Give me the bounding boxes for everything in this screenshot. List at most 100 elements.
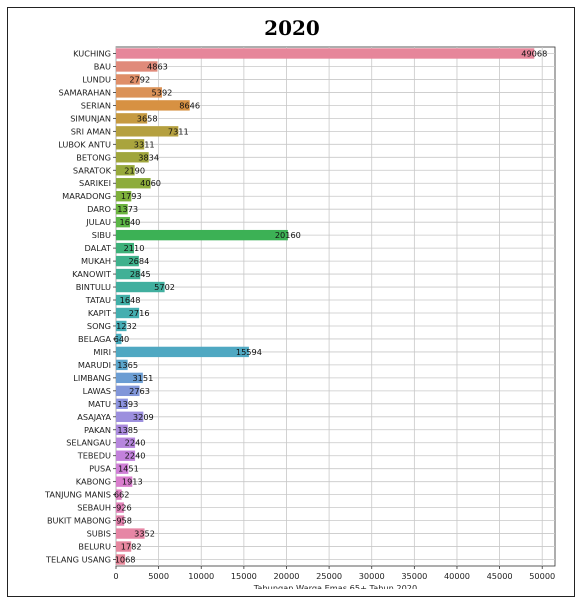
bar-serian — [116, 100, 190, 111]
y-tick-label: MARUDI — [78, 360, 111, 370]
y-tick-label: JULAU — [85, 217, 111, 227]
bar-kapit — [116, 307, 140, 319]
bar-value-label: 3352 — [134, 529, 155, 539]
bar-value-label: 1793 — [121, 191, 142, 201]
bar-tanjung-manis — [116, 489, 122, 500]
y-tick-label: SRI AMAN — [71, 126, 111, 136]
y-tick-label: SARIKEI — [79, 178, 111, 188]
y-tick-label: LAWAS — [83, 386, 111, 396]
bar-mukah — [116, 255, 139, 267]
bar-value-label: 2792 — [129, 74, 150, 84]
bar-sri-aman — [116, 126, 179, 137]
y-tick-label: ASAJAYA — [77, 412, 111, 422]
bar-belaga — [116, 333, 122, 345]
y-tick-label: DALAT — [85, 243, 112, 253]
bar-value-label: 1913 — [122, 477, 143, 487]
bar-value-label: 662 — [114, 490, 130, 500]
bar-value-label: 3311 — [134, 139, 155, 149]
bar-value-label: 1232 — [116, 321, 137, 331]
bar-value-label: 4060 — [140, 178, 161, 188]
y-tick-label: MUKAH — [81, 256, 111, 266]
bar-value-label: 5702 — [154, 282, 175, 292]
bar-simunjan — [116, 113, 148, 124]
y-tick-label: SUBIS — [87, 529, 111, 539]
x-tick-label: 0 — [113, 571, 118, 581]
y-tick-label: KUCHING — [73, 48, 111, 58]
x-tick-label: 35000 — [401, 571, 427, 581]
bar-maradong — [116, 191, 132, 202]
x-tick-label: 30000 — [359, 571, 385, 581]
bar-miri — [116, 346, 249, 358]
bar-value-label: 958 — [116, 516, 132, 526]
bar-value-label: 1393 — [117, 399, 138, 409]
bar-value-label: 2763 — [129, 386, 150, 396]
y-tick-label: SIBU — [92, 230, 111, 240]
x-tick-label: 25000 — [316, 571, 342, 581]
bar-value-label: 640 — [114, 334, 130, 344]
bar-value-label: 1451 — [118, 464, 139, 474]
bar-bukit-mabong — [116, 515, 125, 526]
x-axis-title: Tabungan Warga Emas 65+ Tahun 2020 — [253, 583, 417, 589]
bar-value-label: 15594 — [236, 347, 262, 357]
y-tick-label: SIMUNJAN — [70, 113, 111, 123]
y-tick-label: KABONG — [76, 477, 111, 487]
x-tick-label: 45000 — [487, 571, 513, 581]
y-tick-label: TELANG USANG — [45, 555, 111, 565]
bar-value-label: 7311 — [168, 126, 189, 136]
bar-value-label: 3658 — [137, 113, 158, 123]
bar-value-label: 2240 — [125, 451, 146, 461]
bar-value-label: 1782 — [121, 542, 142, 552]
bar-telang-usang — [116, 554, 126, 565]
bar-samarahan — [116, 87, 162, 98]
x-tick-label: 20000 — [273, 571, 299, 581]
bar-value-label: 2684 — [128, 256, 149, 266]
y-tick-label: MATU — [88, 399, 111, 409]
bar-value-label: 1385 — [117, 425, 138, 435]
y-tick-label: SELANGAU — [66, 438, 111, 448]
bar-tebedu — [116, 450, 136, 461]
bar-value-label: 1640 — [120, 217, 141, 227]
y-tick-label: SEBAUH — [77, 503, 111, 513]
bar-value-label: 3834 — [138, 152, 159, 162]
bar-value-label: 1068 — [115, 555, 136, 565]
bar-value-label: 2716 — [129, 308, 150, 318]
bar-tatau — [116, 294, 131, 306]
x-tick-label: 50000 — [529, 571, 555, 581]
bar-julau — [116, 216, 130, 228]
y-tick-label: TATAU — [85, 295, 111, 305]
x-tick-label: 5000 — [148, 571, 169, 581]
bar-value-label: 2240 — [125, 438, 146, 448]
bar-daro — [116, 203, 128, 215]
chart-title: 2020 — [264, 16, 320, 40]
y-tick-label: DARO — [87, 204, 111, 214]
bar-pakan — [116, 424, 128, 435]
bar-beluru — [116, 541, 132, 552]
bar-bintulu — [116, 281, 165, 293]
bar-kuching — [116, 48, 535, 59]
x-tick-label: 15000 — [231, 571, 257, 581]
bar-value-label: 3151 — [132, 373, 153, 383]
bar-subis — [116, 528, 145, 539]
bar-value-label: 3209 — [133, 412, 154, 422]
bar-pusa — [116, 463, 129, 474]
bar-matu — [116, 398, 128, 410]
bar-lawas — [116, 385, 140, 397]
bar-value-label: 1373 — [117, 204, 138, 214]
y-tick-label: TEBEDU — [77, 451, 111, 461]
bar-lundu — [116, 74, 140, 85]
y-tick-label: SAMARAHAN — [59, 87, 111, 97]
bar-saratok — [116, 165, 135, 176]
y-tick-label: PAKAN — [84, 425, 111, 435]
x-tick-label: 40000 — [444, 571, 470, 581]
y-tick-label: BETONG — [76, 152, 111, 162]
bar-betong — [116, 152, 149, 163]
y-tick-label: TANJUNG MANIS — [44, 490, 111, 500]
bar-value-label: 1365 — [117, 360, 138, 370]
y-tick-label: SERIAN — [81, 100, 111, 110]
y-tick-label: LUBOK ANTU — [58, 139, 111, 149]
bar-song — [116, 320, 127, 332]
bar-value-label: 49068 — [521, 48, 547, 58]
bar-value-label: 2190 — [124, 165, 145, 175]
bar-value-label: 2110 — [124, 243, 145, 253]
